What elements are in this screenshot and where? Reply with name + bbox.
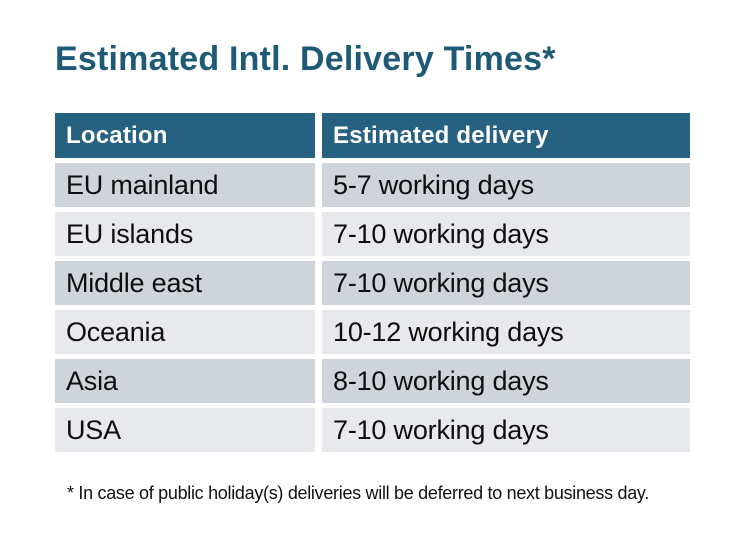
cell-location: EU islands [55,212,315,256]
header-cell-estimated-delivery: Estimated delivery [322,113,690,158]
cell-delivery: 7-10 working days [322,212,690,256]
cell-delivery: 7-10 working days [322,261,690,305]
footnote: * In case of public holiday(s) deliverie… [67,483,649,503]
delivery-times-table: Location Estimated delivery EU mainland … [55,113,690,452]
cell-location: USA [55,408,315,452]
cell-delivery: 8-10 working days [322,359,690,403]
cell-delivery: 7-10 working days [322,408,690,452]
cell-location: EU mainland [55,163,315,207]
cell-delivery: 5-7 working days [322,163,690,207]
header-cell-location: Location [55,113,315,158]
page-title: Estimated Intl. Delivery Times* [55,40,556,78]
cell-location: Middle east [55,261,315,305]
cell-location: Oceania [55,310,315,354]
cell-delivery: 10-12 working days [322,310,690,354]
cell-location: Asia [55,359,315,403]
